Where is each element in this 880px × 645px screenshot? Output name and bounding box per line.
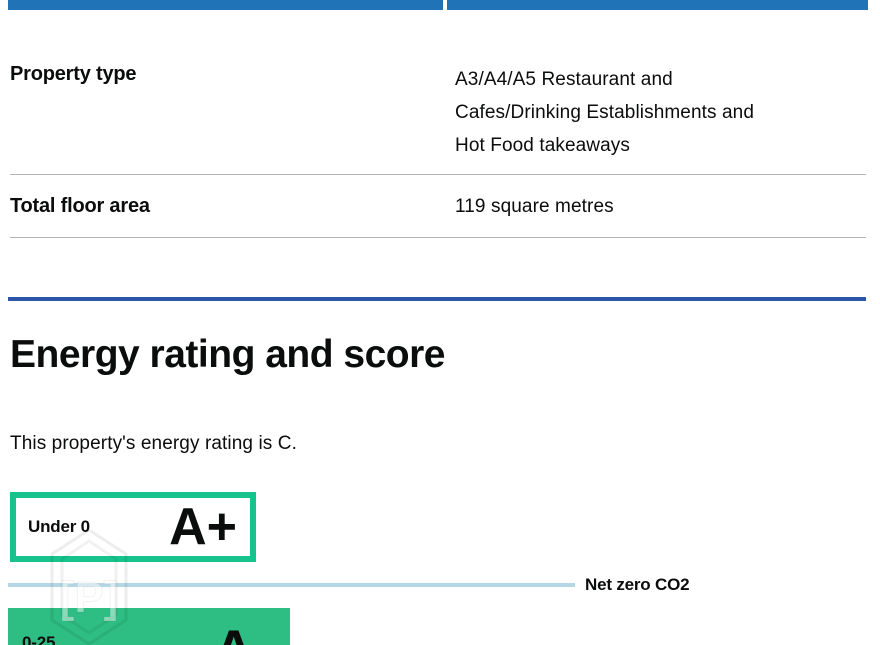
intro-text: This property's energy rating is C. <box>10 432 297 454</box>
page-title: Energy rating and score <box>10 333 445 376</box>
row-label-total-floor-area: Total floor area <box>10 195 150 217</box>
band-a-plus-range-label: Under 0 <box>28 516 90 536</box>
band-a-range-label: 0-25 <box>22 632 56 645</box>
table-header-rule-gap <box>443 0 447 10</box>
net-zero-line <box>8 582 575 587</box>
table-header-rule <box>8 0 868 10</box>
net-zero-row: Net zero CO2 <box>8 575 880 595</box>
band-a-plus: Under 0 A+ <box>10 491 256 562</box>
net-zero-label: Net zero CO2 <box>585 574 690 594</box>
table-header-rule-right <box>447 0 868 10</box>
section-divider <box>8 297 866 301</box>
table-row: Total floor area 119 square metres <box>10 175 866 238</box>
property-summary-table: Property type A3/A4/A5 Restaurant and Ca… <box>10 10 866 238</box>
band-a-letter: A <box>214 621 254 645</box>
row-label-property-type: Property type <box>10 63 137 85</box>
row-value-property-type: A3/A4/A5 Restaurant and Cafes/Drinking E… <box>455 69 754 156</box>
row-value-total-floor-area: 119 square metres <box>455 196 614 217</box>
energy-rating-chart: Under 0 A+ Net zero CO2 0-25 A <box>0 491 880 645</box>
band-a-plus-letter: A+ <box>169 497 237 556</box>
band-a: 0-25 A <box>8 607 290 645</box>
table-header-rule-left <box>8 0 443 10</box>
table-row: Property type A3/A4/A5 Restaurant and Ca… <box>10 10 866 175</box>
